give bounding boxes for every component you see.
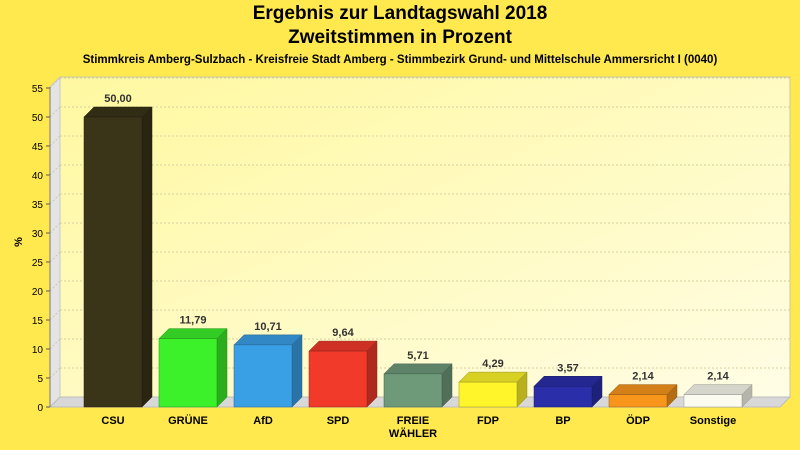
bar-value-label: 4,29 <box>482 358 503 370</box>
y-tick-label: 10 <box>32 345 44 356</box>
bar-side <box>366 340 378 408</box>
bar <box>233 344 293 408</box>
x-tick-label: WÄHLER <box>389 427 437 440</box>
y-tick-label: 25 <box>32 258 44 269</box>
y-tick-label: 5 <box>37 374 43 385</box>
y-tick-label: 0 <box>37 403 43 414</box>
plot-side-wall <box>49 75 61 409</box>
chart-title-line2: Zweitstimmen in Prozent <box>288 27 512 48</box>
bar-top <box>458 371 528 383</box>
bar <box>158 338 218 408</box>
chart-subtitle: Stimmkreis Amberg-Sulzbach - Kreisfreie … <box>82 54 718 66</box>
bar <box>533 386 593 408</box>
bar-top <box>308 340 378 352</box>
bar-value-label: 10,71 <box>254 321 282 333</box>
bar <box>83 116 143 408</box>
bar-top <box>683 384 753 395</box>
bar-side <box>141 106 153 408</box>
y-tick-label: 15 <box>32 316 44 327</box>
bar-side <box>291 334 303 408</box>
bar-value-label: 11,79 <box>180 315 207 327</box>
y-tick-label: 20 <box>32 287 44 298</box>
x-tick-label: AfD <box>253 415 273 427</box>
y-tick-label: 55 <box>32 84 44 95</box>
x-tick-label: FDP <box>477 415 499 427</box>
bar <box>458 381 518 408</box>
y-tick-label: 35 <box>32 200 44 211</box>
x-tick-label: Sonstige <box>690 415 736 427</box>
x-tick-label: SPD <box>327 415 350 427</box>
x-tick-label: ÖDP <box>626 414 650 427</box>
bar-value-label: 3,57 <box>557 362 578 374</box>
bar <box>383 373 443 408</box>
bar-side <box>216 328 228 408</box>
bar-top <box>533 376 603 387</box>
bar-top <box>608 384 678 395</box>
x-tick-label: BP <box>555 415 570 427</box>
x-tick-label: FREIE <box>397 415 429 427</box>
y-tick-label: 50 <box>32 113 44 124</box>
bar-value-label: 2,14 <box>632 371 654 383</box>
bar <box>683 394 743 408</box>
x-tick-label: CSU <box>101 415 124 427</box>
bar-top <box>233 334 303 346</box>
bar-value-label: 9,64 <box>332 327 354 339</box>
bar-top <box>158 328 228 339</box>
y-axis-label: % <box>13 237 25 247</box>
y-tick-label: 45 <box>32 142 44 153</box>
bar <box>308 350 368 408</box>
bar-top <box>383 363 453 375</box>
y-tick-label: 40 <box>32 171 44 182</box>
x-tick-label: GRÜNE <box>168 414 208 427</box>
bar <box>608 394 668 408</box>
bar-top <box>83 106 153 118</box>
bar-value-label: 2,14 <box>707 371 729 383</box>
bar-value-label: 5,71 <box>407 350 428 362</box>
chart-title: Ergebnis zur Landtagswahl 2018 <box>252 3 548 24</box>
bar-value-label: 50,00 <box>104 93 132 105</box>
y-tick-label: 30 <box>32 229 44 240</box>
